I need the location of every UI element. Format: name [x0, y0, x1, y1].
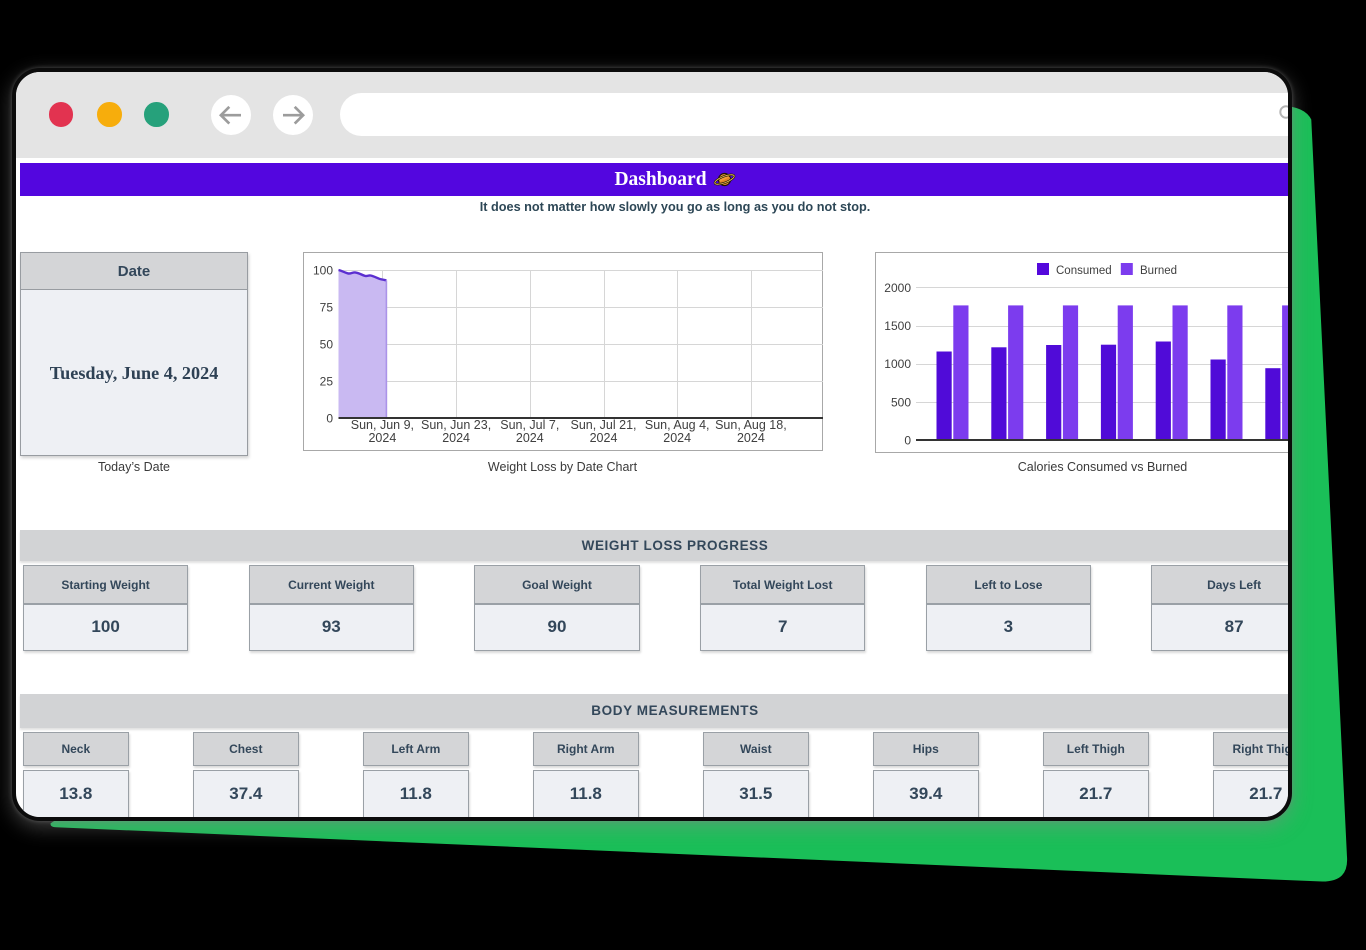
svg-text:0: 0: [326, 412, 333, 426]
svg-text:100: 100: [313, 264, 333, 278]
svg-text:Consumed: Consumed: [1056, 265, 1112, 277]
svg-text:2024: 2024: [516, 431, 544, 445]
svg-text:75: 75: [320, 301, 334, 315]
svg-text:Burned: Burned: [1140, 265, 1177, 277]
svg-text:25: 25: [320, 375, 334, 389]
svg-text:2024: 2024: [663, 431, 691, 445]
svg-text:Sun, Jun 9,: Sun, Jun 9,: [351, 418, 414, 432]
svg-text:Sun, Jul 21,: Sun, Jul 21,: [570, 418, 636, 432]
svg-text:2024: 2024: [737, 431, 765, 445]
svg-text:Sun, Jul 7,: Sun, Jul 7,: [500, 418, 559, 432]
svg-text:2024: 2024: [442, 431, 470, 445]
svg-text:0: 0: [904, 434, 911, 448]
svg-text:2000: 2000: [884, 281, 911, 295]
svg-text:Sun, Jun 23,: Sun, Jun 23,: [421, 418, 491, 432]
svg-text:2024: 2024: [368, 431, 396, 445]
svg-text:2024: 2024: [590, 431, 618, 445]
svg-text:1000: 1000: [884, 357, 911, 371]
svg-text:50: 50: [320, 338, 334, 352]
svg-text:500: 500: [890, 395, 910, 409]
svg-text:1500: 1500: [884, 319, 911, 333]
svg-text:Sun, Aug 18,: Sun, Aug 18,: [715, 418, 787, 432]
svg-text:Sun, Aug 4,: Sun, Aug 4,: [645, 418, 710, 432]
